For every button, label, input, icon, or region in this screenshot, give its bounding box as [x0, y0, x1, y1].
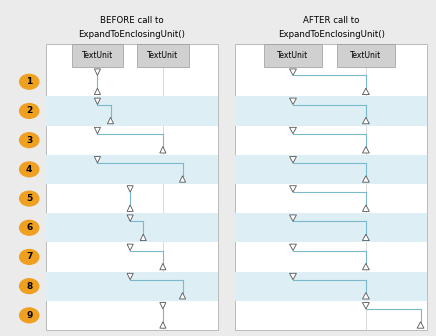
Bar	[235, 96, 427, 126]
Polygon shape	[94, 127, 101, 134]
Polygon shape	[362, 88, 369, 95]
Circle shape	[20, 308, 39, 323]
Text: TextUnit: TextUnit	[147, 51, 178, 60]
Bar	[264, 44, 322, 67]
Circle shape	[20, 133, 39, 148]
Circle shape	[20, 250, 39, 264]
Polygon shape	[362, 205, 369, 211]
Polygon shape	[94, 69, 101, 75]
Circle shape	[20, 279, 39, 294]
Polygon shape	[94, 88, 101, 95]
Polygon shape	[180, 293, 186, 299]
Polygon shape	[127, 186, 133, 192]
Polygon shape	[362, 176, 369, 182]
Bar	[235, 155, 427, 184]
Text: 5: 5	[26, 194, 32, 203]
Text: TextUnit: TextUnit	[350, 51, 382, 60]
Bar	[46, 155, 218, 184]
Circle shape	[20, 74, 39, 89]
Text: 9: 9	[26, 311, 32, 320]
Polygon shape	[180, 176, 186, 182]
Polygon shape	[362, 146, 369, 153]
Polygon shape	[417, 322, 424, 328]
Polygon shape	[127, 215, 133, 221]
Bar	[235, 271, 427, 301]
Polygon shape	[290, 244, 296, 251]
Text: 3: 3	[26, 136, 32, 145]
Bar	[235, 44, 427, 330]
Text: 6: 6	[26, 223, 32, 232]
Bar	[235, 213, 427, 242]
Polygon shape	[290, 98, 296, 104]
Polygon shape	[127, 273, 133, 280]
Polygon shape	[127, 205, 133, 211]
Text: AFTER call to: AFTER call to	[303, 16, 360, 25]
Text: ExpandToEnclosingUnit(): ExpandToEnclosingUnit()	[278, 30, 385, 39]
Polygon shape	[160, 263, 166, 270]
Circle shape	[20, 220, 39, 235]
Circle shape	[20, 162, 39, 177]
Text: BEFORE call to: BEFORE call to	[100, 16, 164, 25]
Polygon shape	[140, 234, 146, 241]
Bar	[46, 44, 218, 330]
Text: ExpandToEnclosingUnit(): ExpandToEnclosingUnit()	[78, 30, 185, 39]
Bar	[72, 44, 123, 67]
Text: 8: 8	[26, 282, 32, 291]
Polygon shape	[290, 127, 296, 134]
Bar	[46, 271, 218, 301]
Text: 7: 7	[26, 252, 32, 261]
Bar	[337, 44, 395, 67]
Polygon shape	[94, 98, 101, 104]
Bar	[46, 96, 218, 126]
Polygon shape	[362, 263, 369, 270]
Text: 4: 4	[26, 165, 32, 174]
Polygon shape	[160, 302, 166, 309]
Polygon shape	[362, 302, 369, 309]
Text: TextUnit: TextUnit	[82, 51, 113, 60]
Text: TextUnit: TextUnit	[277, 51, 309, 60]
Polygon shape	[362, 293, 369, 299]
Polygon shape	[362, 234, 369, 241]
Polygon shape	[290, 215, 296, 221]
Circle shape	[20, 191, 39, 206]
Polygon shape	[290, 273, 296, 280]
Polygon shape	[290, 157, 296, 163]
Polygon shape	[362, 117, 369, 124]
Text: 1: 1	[26, 77, 32, 86]
Bar	[46, 213, 218, 242]
Polygon shape	[107, 117, 114, 124]
Polygon shape	[94, 157, 101, 163]
Circle shape	[20, 103, 39, 118]
Polygon shape	[290, 186, 296, 192]
Polygon shape	[290, 69, 296, 75]
Bar	[137, 44, 189, 67]
Polygon shape	[127, 244, 133, 251]
Text: 2: 2	[26, 107, 32, 116]
Polygon shape	[160, 322, 166, 328]
Polygon shape	[160, 146, 166, 153]
